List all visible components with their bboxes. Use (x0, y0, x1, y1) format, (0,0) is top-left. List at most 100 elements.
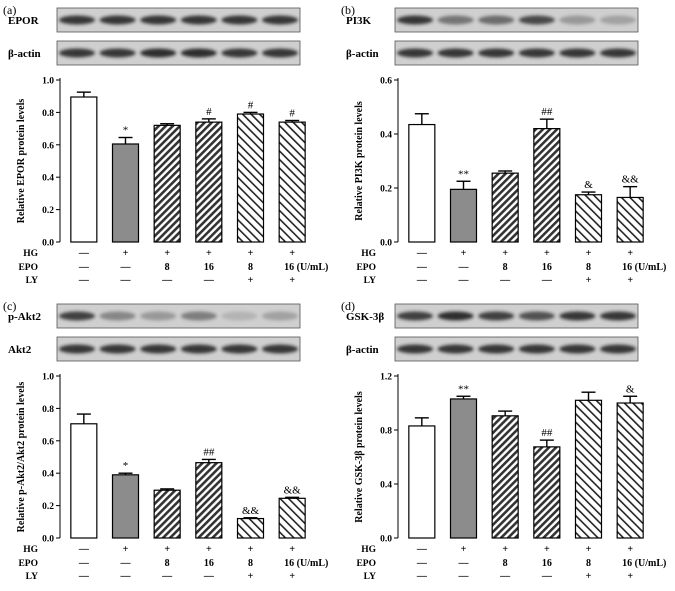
bar (449, 398, 478, 539)
condition-value: + (586, 248, 592, 259)
significance-label: ## (203, 446, 215, 458)
blot-label: Akt2 (8, 344, 32, 356)
blot-band (518, 48, 555, 58)
condition-value: 16 (542, 558, 552, 569)
bar (236, 517, 265, 539)
condition-value: + (586, 571, 592, 582)
condition-value: — (161, 571, 173, 582)
blot-label: EPOR (8, 15, 40, 27)
condition-value: + (206, 544, 212, 555)
condition-value: + (586, 275, 592, 286)
condition-value: + (544, 248, 550, 259)
blot-band (59, 48, 95, 58)
y-axis-label: Relative EPOR protein levels (16, 99, 27, 224)
significance-label: & (584, 179, 593, 191)
blot-frame (394, 336, 639, 362)
panel-b-svg: (b)PI3K β-actin 0.0 0.2 0.4 0.6 Relative PI3K … (341, 3, 666, 286)
condition-value: — (78, 275, 90, 286)
blot-band (518, 15, 555, 25)
blot-label: GSK-3β (346, 311, 384, 323)
bar (111, 143, 140, 243)
blot-band (180, 344, 217, 354)
blot-frame (56, 303, 301, 329)
condition-value: — (499, 571, 511, 582)
condition-value: + (289, 275, 295, 286)
blot-band (518, 344, 555, 354)
blot-band (478, 15, 515, 25)
blot-band (437, 311, 474, 321)
panel-d-svg: (d)GSK-3β β-actin 0.0 0.4 0.8 1.2 Relative GSK… (341, 299, 666, 582)
condition-value: — (78, 558, 90, 569)
blot-label: p-Akt2 (8, 311, 42, 323)
bar (111, 474, 140, 539)
panel-letter: (a) (3, 3, 16, 17)
condition-value: 8 (586, 558, 591, 569)
condition-value: — (458, 262, 470, 273)
blot-frame (56, 336, 301, 362)
condition-row-label: LY (364, 572, 376, 582)
condition-value: 16 (U/mL) (284, 262, 328, 273)
condition-row-label: LY (26, 572, 38, 582)
blot-band (180, 311, 217, 321)
blot-band (221, 311, 258, 321)
bar (236, 113, 265, 243)
bar (616, 402, 644, 539)
blot-frame (394, 40, 639, 66)
panel-a-svg: (a)EPOR β-actin 0.0 0.2 0.4 0.6 0.8 1.0 Relative… (3, 3, 328, 286)
panel-letter: (c) (3, 299, 16, 313)
blot-frame (394, 7, 639, 33)
condition-value: — (458, 558, 470, 569)
bar (408, 425, 436, 539)
blot-band (99, 48, 136, 58)
condition-row-label: HG (361, 545, 376, 555)
condition-value: 8 (503, 558, 508, 569)
condition-row-label: HG (361, 249, 376, 259)
blot-band (437, 15, 474, 25)
panel-letter: (b) (341, 3, 355, 17)
blot-band (559, 15, 596, 25)
condition-value: + (248, 571, 254, 582)
y-axis-label: Relative PI3K protein levels (354, 101, 365, 221)
blot-frame (56, 40, 301, 66)
blot-band (397, 311, 433, 321)
blot-band (140, 311, 177, 321)
significance-label: # (248, 99, 254, 111)
condition-value: 8 (165, 262, 170, 273)
blot-band (59, 311, 95, 321)
blot-band (600, 311, 636, 321)
condition-value: + (248, 248, 254, 259)
condition-value: + (123, 248, 129, 259)
bar (533, 128, 561, 243)
condition-row-label: LY (364, 276, 376, 286)
y-tick-label: 1.0 (42, 77, 54, 87)
bar (70, 423, 98, 539)
panel-a: (a) EPOR β-actin 0.0 0.2 0.4 0.6 0.8 1.0 Relative… (0, 0, 337, 295)
panel-d: (d) GSK-3β β-actin 0.0 0.4 0.8 1.2 Relative GSK… (338, 296, 675, 591)
condition-value: — (203, 275, 215, 286)
blot-band (397, 48, 433, 58)
condition-value: — (416, 544, 428, 555)
y-tick-label: 0.0 (380, 535, 392, 545)
blot-band (397, 15, 433, 25)
bar (70, 96, 98, 243)
condition-value: + (627, 248, 633, 259)
blot-band (397, 344, 433, 354)
blot-label: β-actin (346, 48, 379, 60)
condition-value: + (289, 544, 295, 555)
panel-letter: (d) (341, 299, 355, 313)
condition-value: + (627, 544, 633, 555)
condition-value: + (627, 571, 633, 582)
condition-value: + (248, 275, 254, 286)
condition-value: — (541, 275, 553, 286)
bar (491, 172, 519, 243)
blot-band (437, 48, 474, 58)
condition-value: + (627, 275, 633, 286)
significance-label: * (123, 460, 129, 472)
blot-frame (56, 7, 301, 33)
significance-label: ## (541, 106, 553, 118)
y-tick-label: 0.4 (42, 470, 54, 480)
condition-value: — (416, 571, 428, 582)
significance-label: && (622, 174, 640, 186)
blot-band (221, 344, 258, 354)
blot-band (478, 311, 515, 321)
